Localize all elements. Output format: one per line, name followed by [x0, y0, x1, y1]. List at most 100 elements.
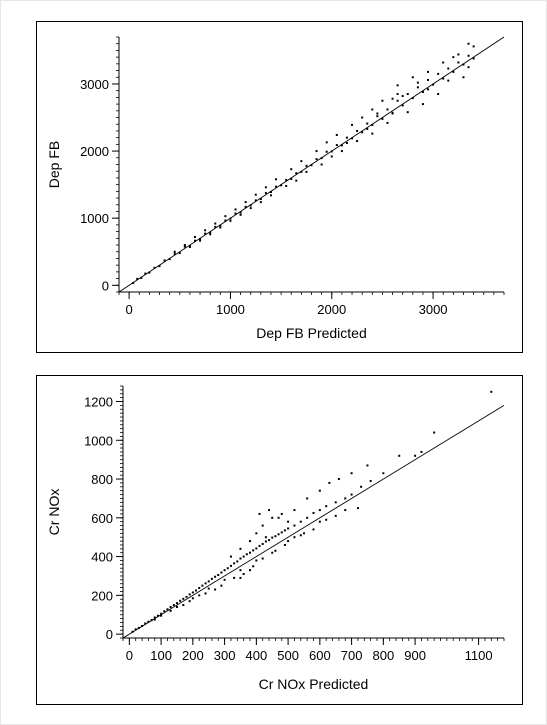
dep-fb-data-point — [447, 80, 449, 82]
dep-fb-data-point — [386, 122, 388, 124]
cr-nox-data-point — [255, 547, 257, 549]
cr-nox-data-point — [243, 573, 245, 575]
cr-nox-identity-line — [123, 405, 504, 638]
dep-fb-data-point — [402, 95, 404, 97]
dep-fb-data-point — [204, 229, 206, 231]
cr-nox-data-point — [135, 628, 137, 630]
cr-nox-data-point — [170, 606, 172, 608]
cr-nox-data-point — [319, 509, 321, 511]
dep-fb-data-point — [255, 199, 257, 201]
dep-fb-x-tick-label: 2000 — [317, 302, 346, 317]
cr-nox-data-point — [182, 598, 184, 600]
cr-nox-data-point — [325, 519, 327, 521]
cr-nox-data-point — [278, 517, 280, 519]
dep-fb-data-point — [427, 88, 429, 90]
cr-nox-data-point — [319, 521, 321, 523]
dep-fb-data-point — [462, 64, 464, 66]
dep-fb-data-point — [260, 198, 262, 200]
cr-nox-data-point — [239, 548, 241, 550]
cr-nox-data-point — [281, 513, 283, 515]
dep-fb-data-point — [300, 171, 302, 173]
cr-nox-y-tick-label: 1000 — [84, 433, 113, 448]
cr-nox-scatter-plot: 0 100 200 300 400 500 600 700 800 900 110002004006… — [37, 376, 524, 706]
cr-nox-data-point — [173, 604, 175, 606]
cr-nox-data-point — [189, 600, 191, 602]
cr-nox-data-point — [370, 480, 372, 482]
cr-nox-data-point — [217, 574, 219, 576]
dep-fb-x-tick-label: 1000 — [216, 302, 245, 317]
dep-fb-data-point — [260, 201, 262, 203]
dep-fb-data-point — [386, 108, 388, 110]
cr-nox-data-point — [328, 482, 330, 484]
cr-nox-data-point — [233, 577, 235, 579]
dep-fb-data-point — [321, 157, 323, 159]
dep-fb-data-point — [468, 43, 470, 45]
cr-nox-x-tick-label: 200 — [182, 648, 204, 663]
dep-fb-data-point — [209, 233, 211, 235]
cr-nox-data-point — [154, 619, 156, 621]
cr-nox-data-point — [420, 451, 422, 453]
cr-nox-data-point — [179, 600, 181, 602]
dep-fb-data-point — [240, 211, 242, 213]
dep-fb-data-point — [371, 133, 373, 135]
dep-fb-data-point — [376, 113, 378, 115]
dep-fb-data-point — [174, 251, 176, 253]
dep-fb-data-point — [351, 124, 353, 126]
cr-nox-x-tick-label: 800 — [372, 648, 394, 663]
dep-fb-data-point — [189, 246, 191, 248]
cr-nox-data-point — [306, 497, 308, 499]
cr-nox-data-point — [284, 544, 286, 546]
cr-nox-data-point — [268, 509, 270, 511]
cr-nox-data-point — [287, 521, 289, 523]
dep-fb-data-point — [132, 282, 134, 284]
cr-nox-data-point — [398, 455, 400, 457]
dep-fb-data-point — [371, 108, 373, 110]
dep-fb-data-point — [447, 68, 449, 70]
cr-nox-x-tick-label: 0 — [126, 648, 133, 663]
dep-fb-data-point — [397, 93, 399, 95]
cr-nox-data-point — [357, 507, 359, 509]
dep-fb-data-point — [224, 215, 226, 217]
cr-nox-y-axis-label: Cr NOx — [46, 489, 62, 536]
cr-nox-data-point — [293, 536, 295, 538]
cr-nox-data-point — [255, 532, 257, 534]
cr-nox-data-point — [176, 602, 178, 604]
cr-nox-data-point — [274, 535, 276, 537]
cr-nox-data-point — [300, 534, 302, 536]
dep-fb-data-point — [326, 141, 328, 143]
dep-fb-data-point — [432, 84, 434, 86]
cr-nox-y-tick-label: 800 — [91, 472, 113, 487]
cr-nox-data-point — [366, 464, 368, 466]
dep-fb-data-point — [148, 272, 150, 274]
cr-nox-data-point — [205, 592, 207, 594]
cr-nox-x-axis-label: Cr NOx Predicted — [259, 676, 369, 692]
dep-fb-data-point — [250, 207, 252, 209]
cr-nox-data-point — [239, 577, 241, 579]
dep-fb-data-point — [311, 164, 313, 166]
cr-nox-data-point — [224, 569, 226, 571]
dep-fb-data-point — [356, 140, 358, 142]
cr-nox-data-point — [252, 565, 254, 567]
cr-nox-data-point — [287, 540, 289, 542]
dep-fb-data-point — [229, 220, 231, 222]
dep-fb-data-point — [270, 194, 272, 196]
dep-fb-data-point — [437, 73, 439, 75]
cr-nox-data-point — [189, 593, 191, 595]
cr-nox-data-point — [303, 532, 305, 534]
dep-fb-data-point — [351, 137, 353, 139]
cr-nox-data-point — [249, 569, 251, 571]
dep-fb-data-point — [295, 172, 297, 174]
cr-nox-data-point — [268, 539, 270, 541]
dep-fb-data-point — [245, 206, 247, 208]
cr-nox-data-point — [338, 478, 340, 480]
cr-nox-data-point — [259, 513, 261, 515]
dep-fb-data-point — [427, 71, 429, 73]
dep-fb-data-point — [194, 236, 196, 238]
cr-nox-y-tick-label: 600 — [91, 511, 113, 526]
cr-nox-data-point — [293, 509, 295, 511]
dep-fb-data-point — [275, 186, 277, 188]
cr-nox-data-point — [230, 565, 232, 567]
cr-nox-data-point — [151, 619, 153, 621]
dep-fb-data-point — [290, 178, 292, 180]
